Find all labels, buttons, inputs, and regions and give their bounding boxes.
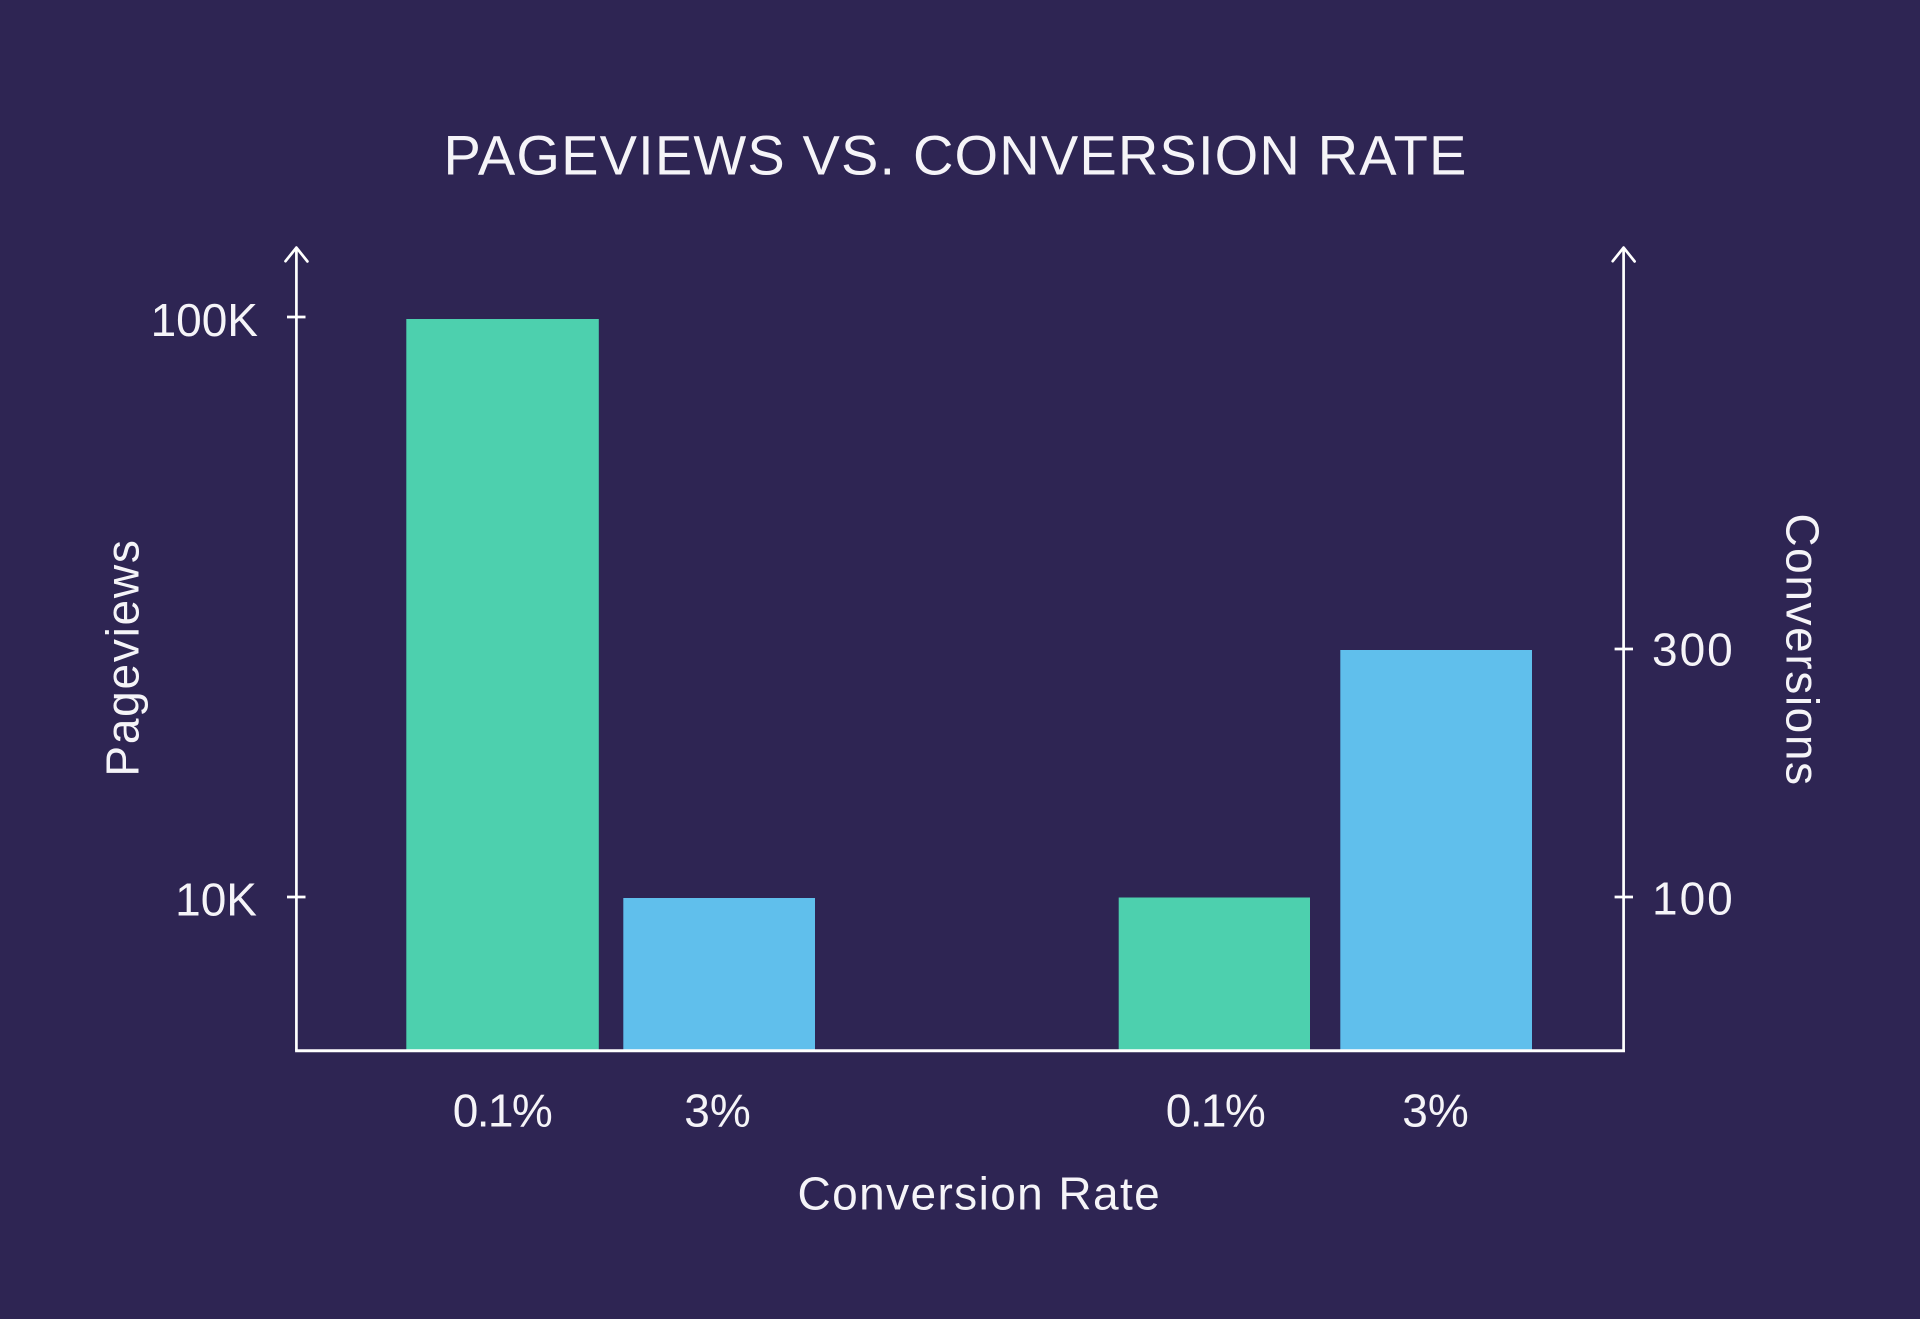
svg-text:300: 300 bbox=[1652, 624, 1735, 676]
svg-text:10K: 10K bbox=[175, 874, 257, 926]
svg-text:3%: 3% bbox=[1402, 1085, 1468, 1137]
svg-text:0.1%: 0.1% bbox=[453, 1085, 552, 1137]
svg-text:3%: 3% bbox=[684, 1085, 750, 1137]
svg-text:PAGEVIEWS VS. CONVERSION RATE: PAGEVIEWS VS. CONVERSION RATE bbox=[444, 123, 1468, 186]
svg-text:100: 100 bbox=[1652, 873, 1735, 925]
svg-text:Conversions: Conversions bbox=[1777, 513, 1829, 786]
svg-text:Conversion Rate: Conversion Rate bbox=[797, 1168, 1161, 1220]
svg-text:100K: 100K bbox=[151, 294, 259, 346]
svg-text:0.1%: 0.1% bbox=[1166, 1085, 1265, 1137]
svg-text:Pageviews: Pageviews bbox=[97, 538, 149, 776]
